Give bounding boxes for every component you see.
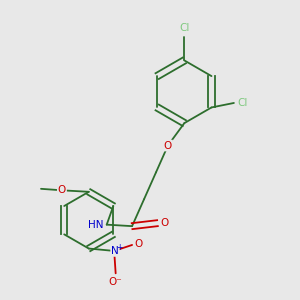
Text: O: O [134,239,143,249]
Text: O: O [160,218,168,228]
Text: O: O [164,140,172,151]
Text: N: N [111,246,119,256]
Text: O: O [58,185,66,195]
Text: Cl: Cl [179,23,190,33]
Text: +: + [116,242,122,251]
Text: HN: HN [88,220,103,230]
Text: O⁻: O⁻ [109,277,122,287]
Text: Cl: Cl [238,98,248,108]
